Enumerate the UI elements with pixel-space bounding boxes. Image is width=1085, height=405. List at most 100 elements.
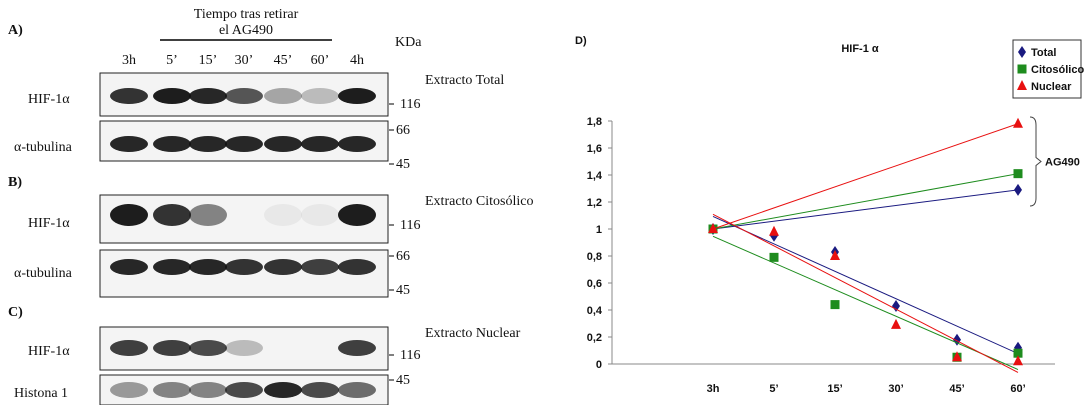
marker-label: 66: [396, 123, 410, 138]
lane-label: 15’: [199, 53, 218, 68]
band: [110, 136, 148, 152]
panel-label: A): [8, 23, 23, 38]
row-label: HIF-1α: [28, 92, 70, 107]
figure: A) B) C) Tiempo tras retirar el AG490 KD…: [0, 0, 1085, 405]
legend-label: Total: [1031, 47, 1056, 59]
band: [338, 136, 376, 152]
y-tick-label: 1: [596, 224, 602, 236]
lane-label: 60’: [311, 53, 330, 68]
extract-label: Extracto Total: [425, 73, 504, 88]
y-tick-label: 1,2: [587, 197, 602, 209]
band: [110, 88, 148, 104]
band: [153, 382, 191, 398]
x-tick-label: 45’: [949, 383, 964, 395]
time-header: el AG490: [219, 23, 273, 38]
marker-label: 45: [396, 283, 410, 298]
legend-label: Nuclear: [1031, 81, 1072, 93]
panel-label: D): [575, 35, 587, 47]
band: [264, 259, 302, 275]
point: [770, 253, 779, 262]
band: [110, 204, 148, 226]
band: [264, 204, 302, 226]
trend-line: [713, 236, 1018, 369]
band: [338, 259, 376, 275]
band: [264, 136, 302, 152]
y-tick-label: 1,6: [587, 143, 602, 155]
legend-label: Citosólico: [1031, 64, 1084, 76]
point: [891, 319, 901, 329]
marker-label: 116: [400, 348, 420, 363]
band: [301, 259, 339, 275]
y-tick-label: 0: [596, 359, 602, 371]
trend-line: [713, 216, 1018, 353]
band: [153, 259, 191, 275]
band: [225, 340, 263, 356]
band: [110, 382, 148, 398]
point: [831, 300, 840, 309]
row-label: HIF-1α: [28, 344, 70, 359]
band: [225, 259, 263, 275]
x-tick-label: 15’: [827, 383, 842, 395]
band: [301, 88, 339, 104]
x-tick-label: 3h: [707, 383, 720, 395]
x-tick-label: 30’: [888, 383, 903, 395]
extract-label: Extracto Nuclear: [425, 326, 521, 341]
marker-label: 45: [396, 373, 410, 388]
y-tick-label: 0,8: [587, 251, 602, 263]
panel-label: C): [8, 305, 23, 320]
band: [189, 136, 227, 152]
band: [264, 382, 302, 398]
band: [301, 136, 339, 152]
band: [301, 204, 339, 226]
band: [189, 382, 227, 398]
band: [225, 136, 263, 152]
band: [301, 382, 339, 398]
row-label: HIF-1α: [28, 216, 70, 231]
time-header: Tiempo tras retirar: [194, 7, 299, 22]
band: [153, 340, 191, 356]
band: [264, 88, 302, 104]
chart-title: HIF-1 α: [841, 43, 879, 55]
marker-label: 66: [396, 249, 410, 264]
point: [1013, 118, 1023, 128]
kda-label: KDa: [395, 35, 422, 50]
marker-label: 116: [400, 218, 420, 233]
band: [189, 340, 227, 356]
band: [338, 204, 376, 226]
y-tick-label: 1,8: [587, 116, 602, 128]
y-tick-label: 0,2: [587, 332, 602, 344]
lane-label: 4h: [350, 53, 364, 68]
band: [110, 340, 148, 356]
row-label: α-tubulina: [14, 140, 73, 155]
trend-line: [713, 214, 1018, 372]
lane-label: 5’: [166, 53, 178, 68]
y-tick-label: 0,4: [587, 305, 603, 317]
legend-swatch: [1018, 65, 1027, 74]
lane-label: 45’: [274, 53, 293, 68]
band: [153, 88, 191, 104]
band: [153, 204, 191, 226]
band: [338, 88, 376, 104]
band: [189, 204, 227, 226]
row-label: Histona 1: [14, 386, 68, 401]
point: [1014, 169, 1023, 178]
point: [1014, 184, 1022, 196]
band: [225, 88, 263, 104]
brace: [1030, 117, 1041, 206]
x-tick-label: 60’: [1010, 383, 1025, 395]
band: [225, 382, 263, 398]
lane-label: 30’: [235, 53, 254, 68]
y-tick-label: 0,6: [587, 278, 602, 290]
band: [338, 340, 376, 356]
band: [189, 88, 227, 104]
extract-label: Extracto Citosólico: [425, 194, 533, 209]
ag490-line: [713, 190, 1018, 229]
y-tick-label: 1,4: [587, 170, 603, 182]
lane-label: 3h: [122, 53, 136, 68]
point: [769, 226, 779, 236]
ag490-line: [713, 124, 1018, 229]
band: [153, 136, 191, 152]
panel-label: B): [8, 175, 22, 190]
row-label: α-tubulina: [14, 266, 73, 281]
marker-label: 45: [396, 157, 410, 172]
